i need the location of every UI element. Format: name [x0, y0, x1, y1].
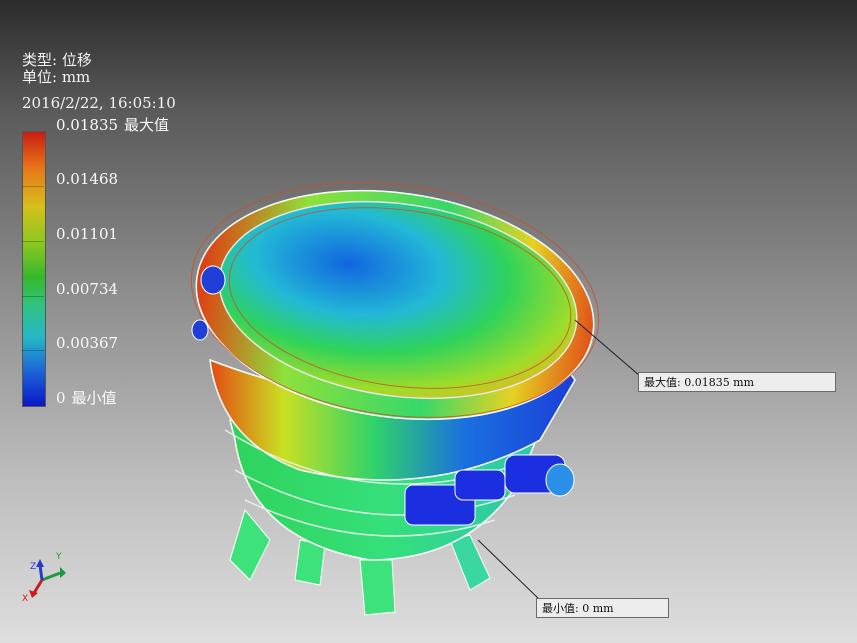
- y-axis-label: Y: [55, 552, 62, 562]
- min-value-callout[interactable]: 最小值: 0 mm: [536, 598, 669, 618]
- x-axis-label: X: [22, 594, 28, 604]
- y-axis-arrow: [42, 573, 60, 580]
- x-axis-arrow: [34, 580, 42, 593]
- min-leader-line: [478, 540, 540, 600]
- z-axis-label: Z: [30, 562, 36, 572]
- z-axis-arrow: [40, 565, 42, 580]
- axis-triad[interactable]: Y Z X: [22, 545, 72, 605]
- max-value-callout[interactable]: 最大值: 0.01835 mm: [638, 372, 836, 392]
